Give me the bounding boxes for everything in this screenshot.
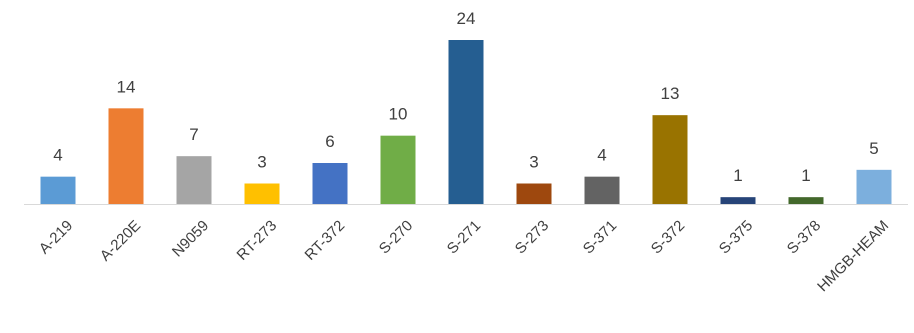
bar-s-270 [380,135,416,204]
tick-label-a-220e: A-220E [97,217,144,264]
tick-label-s-273: S-273 [512,217,552,257]
value-label-s-371: 4 [597,146,606,165]
bar-s-271 [448,40,484,204]
tick-label-s-375: S-375 [716,217,756,257]
value-label-s-378: 1 [801,166,810,185]
value-label-s-372: 13 [661,84,680,103]
value-label-a-220e: 14 [117,77,136,96]
bar-a-219 [40,176,76,204]
bars-group [40,40,892,204]
bar-s-378 [788,197,824,204]
value-label-hmgb-heam: 5 [869,139,878,158]
bar-rt-273 [244,183,280,204]
bar-s-371 [584,176,620,204]
value-labels-group: 4 14 7 3 6 10 24 3 4 13 1 1 5 [53,9,878,185]
bar-s-273 [516,183,552,204]
tick-label-s-271: S-271 [444,217,484,257]
value-label-s-375: 1 [733,166,742,185]
tick-label-s-378: S-378 [784,217,824,257]
tick-label-hmgb-heam: HMGB-HEAM [814,217,892,295]
tick-label-rt-372: RT-372 [302,217,349,264]
value-label-n9059: 7 [189,125,198,144]
bar-n9059 [176,156,212,204]
tick-label-rt-273: RT-273 [234,217,281,264]
bar-s-375 [720,197,756,204]
bar-a-220e [108,108,144,204]
value-label-s-271: 24 [457,9,476,28]
value-label-s-270: 10 [389,105,408,124]
tick-label-a-219: A-219 [36,217,76,257]
tick-label-s-371: S-371 [580,217,620,257]
value-label-rt-372: 6 [325,132,334,151]
tick-label-n9059: N9059 [169,217,212,260]
bar-rt-372 [312,163,348,204]
value-label-rt-273: 3 [257,153,266,172]
bar-hmgb-heam [856,169,892,204]
value-label-a-219: 4 [53,146,62,165]
value-label-s-273: 3 [529,153,538,172]
tick-label-s-270: S-270 [376,217,416,257]
bar-s-372 [652,115,688,204]
tick-label-s-372: S-372 [648,217,688,257]
tick-labels-group: A-219 A-220E N9059 RT-273 RT-372 S-270 S-271 S-… [36,217,892,295]
